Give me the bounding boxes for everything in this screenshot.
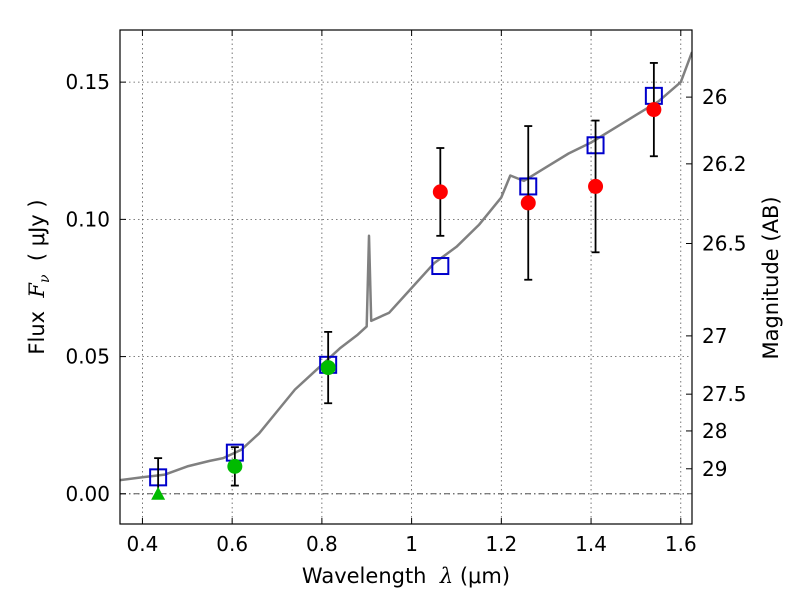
- spectrum-line: [120, 51, 692, 482]
- right-tick-label: 26.5: [702, 232, 747, 256]
- right-axis-title: Magnitude (AB): [759, 196, 783, 359]
- y-tick-label: 0.15: [65, 70, 110, 94]
- x-tick-label: 0.8: [306, 532, 338, 556]
- y-tick-label: 0.05: [65, 345, 110, 369]
- right-tick-label: 28: [702, 419, 727, 443]
- x-tick-label: 0.6: [216, 532, 248, 556]
- plot-frame: [119, 29, 693, 525]
- data-point-marker: [320, 360, 336, 376]
- data-point-marker: [432, 184, 448, 200]
- right-tick-label: 26.2: [702, 152, 747, 176]
- data-point-marker: [646, 102, 662, 118]
- data-point-marker: [588, 178, 604, 194]
- x-tick-label: 1: [405, 532, 418, 556]
- axis-ticks: 0.4 0.6 0.8 1 1.2 1.4 1.6 0.00 0.05 0.10 0.15 26 26.…: [65, 30, 747, 556]
- model-square-marker: [431, 257, 450, 276]
- grid: [120, 30, 692, 524]
- data-point-marker: [520, 195, 536, 211]
- right-tick-label: 29: [702, 457, 727, 481]
- right-tick-label: 26: [702, 85, 727, 109]
- x-tick-label: 1.4: [575, 532, 607, 556]
- y-tick-label: 0.10: [65, 207, 110, 231]
- right-tick-label: 27.5: [702, 382, 747, 406]
- x-tick-label: 1.2: [485, 532, 517, 556]
- data-marks: [120, 51, 692, 500]
- upper-limit-marker: [151, 486, 166, 500]
- right-tick-label: 27: [702, 324, 727, 348]
- x-axis-title: Wavelength λ (μm): [302, 564, 510, 588]
- y-axis-title: Flux Fν ( μJy ): [25, 199, 53, 354]
- x-tick-label: 1.6: [665, 532, 697, 556]
- data-point-marker: [227, 458, 243, 474]
- x-tick-label: 0.4: [127, 532, 159, 556]
- y-tick-label: 0.00: [65, 482, 110, 506]
